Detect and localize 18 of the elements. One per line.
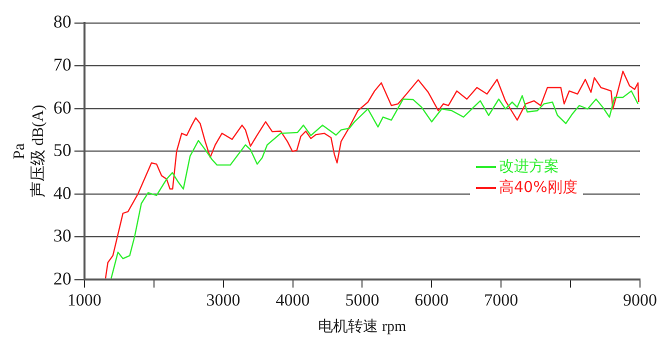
y-tick-label: 30: [53, 226, 72, 246]
x-tick-label: 1000: [67, 290, 102, 310]
y-tick-label: 70: [53, 54, 72, 74]
x-axis-title: 电机转速 rpm: [318, 318, 406, 335]
y-tick-label: 80: [53, 12, 72, 32]
y-tick-label: 20: [53, 268, 72, 288]
legend-label: 高40%刚度: [499, 177, 578, 198]
x-tick-label: 9000: [623, 290, 657, 310]
x-tick-label: 5000: [345, 290, 380, 310]
x-tick-label: 7000: [484, 290, 518, 310]
y-tick-label: 40: [53, 182, 72, 203]
x-tick-label: 3000: [206, 290, 240, 310]
legend-label: 改进方案: [499, 156, 559, 178]
y-tick-label: 50: [53, 140, 72, 160]
y-tick-label: 60: [53, 97, 72, 118]
y-axis-title: Pa 声压级 dB(A): [10, 104, 48, 198]
x-tick-label: 6000: [414, 290, 449, 310]
x-tick-label: 4000: [276, 290, 310, 310]
